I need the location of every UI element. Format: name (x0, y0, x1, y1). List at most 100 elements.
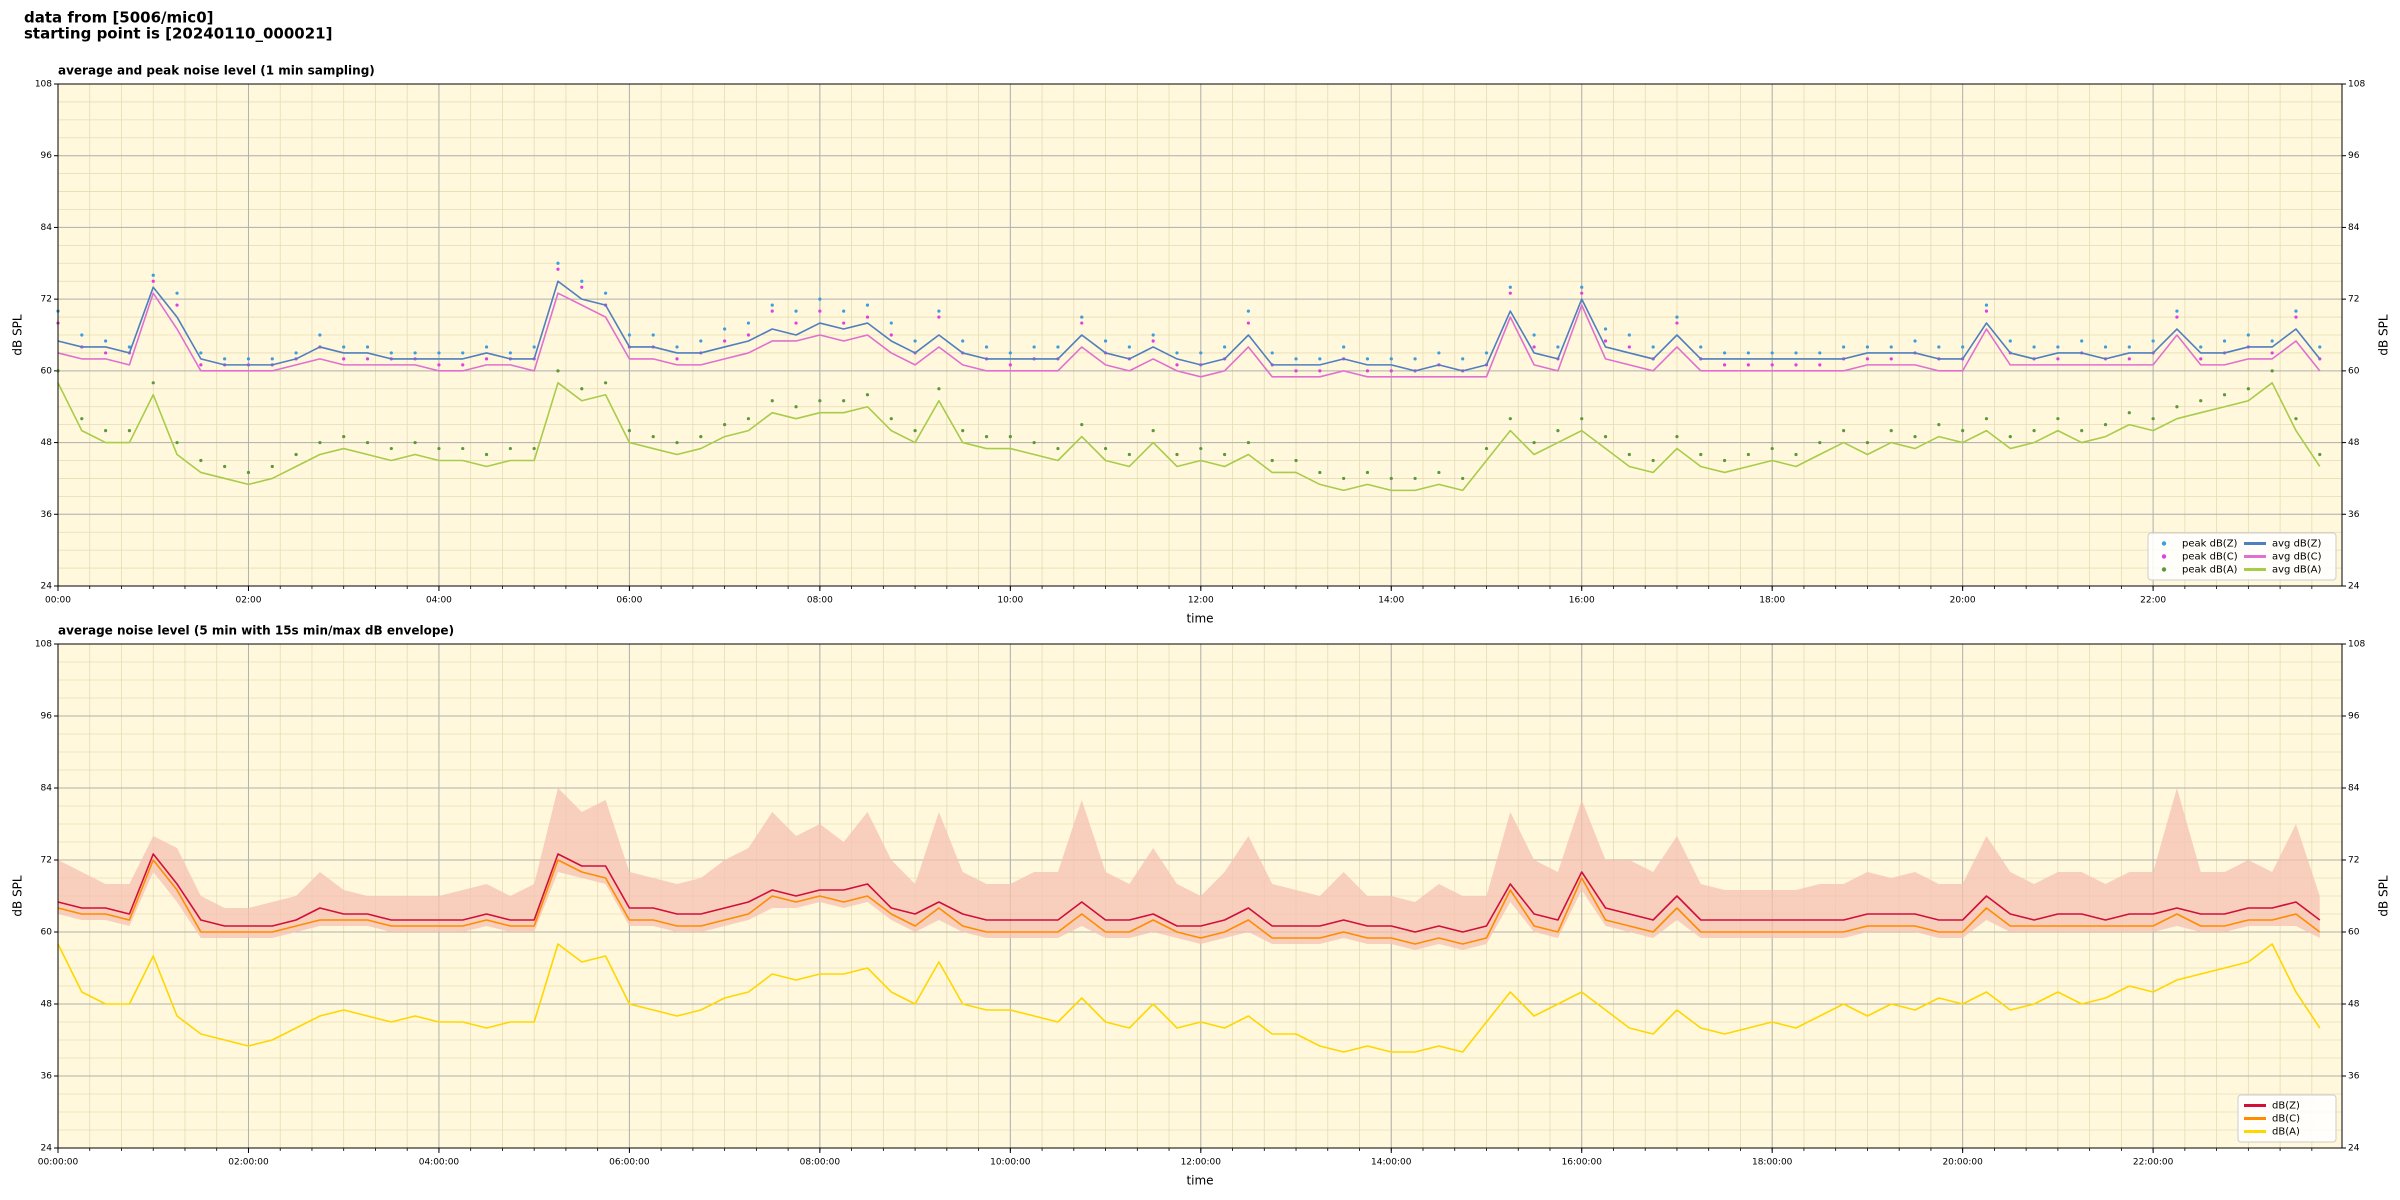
plot-frame (57, 643, 2343, 1149)
legend-label: dB(C) (2272, 1114, 2300, 1125)
peak-dot (127, 345, 132, 349)
peak-dot (1627, 333, 1631, 337)
y-tick-label-right: 60 (2348, 366, 2360, 376)
peak-dot (389, 446, 393, 451)
y-tick-label: 60 (41, 928, 53, 938)
peak-dot (342, 345, 346, 349)
y-tick-label: 96 (41, 712, 53, 722)
peak-dot (556, 261, 560, 265)
x-tick-label: 12:00:00 (1181, 1158, 1222, 1168)
y-tick-label-right: 60 (2348, 928, 2360, 938)
peak-dot (223, 464, 227, 469)
peak-dot (1318, 470, 1322, 475)
x-tick-label: 14:00:00 (1371, 1158, 1412, 1168)
peak-dot (1365, 357, 1370, 361)
peak-dot (889, 321, 893, 325)
peak-dot (2032, 429, 2036, 433)
peak-dot (1127, 345, 1131, 349)
peak-dot (1389, 369, 1393, 373)
peak-dot (842, 309, 846, 313)
y-tick-label: 72 (41, 856, 52, 866)
x-tick-label: 22:00:00 (2133, 1158, 2174, 1168)
peak-dot (437, 446, 441, 451)
peak-dot (1437, 470, 1441, 475)
peak-dot (723, 339, 727, 343)
peak-dot (1151, 429, 1155, 433)
peak-dot (1722, 458, 1727, 463)
peak-dot (1413, 476, 1417, 481)
peak-dot (842, 321, 846, 325)
peak-dot (1484, 446, 1489, 451)
peak-dot (1818, 363, 1822, 367)
peak-dot (1699, 345, 1703, 349)
peak-dot (2294, 417, 2298, 421)
peak-dot (1318, 369, 1322, 373)
peak-dot (1151, 339, 1155, 343)
y-axis-label: dB SPL (11, 314, 25, 356)
peak-dot (1437, 351, 1441, 355)
peak-dot (1199, 446, 1203, 451)
legend-label: dB(Z) (2272, 1101, 2300, 1112)
peak-dot (1151, 333, 1155, 337)
peak-dot (223, 357, 227, 361)
peak-dot (2199, 399, 2203, 403)
x-tick-label: 16:00 (1569, 596, 1595, 606)
peak-dot (437, 363, 441, 367)
peak-dot (1365, 470, 1370, 475)
peak-dot (2032, 345, 2036, 349)
peak-dot (675, 345, 679, 349)
peak-dot (413, 351, 417, 355)
peak-dot (1675, 321, 1679, 325)
peak-dot (151, 381, 155, 385)
peak-dot (1722, 363, 1727, 367)
peak-dot (1627, 452, 1631, 457)
x-axis-label: time (1186, 1174, 1213, 1188)
y-tick-label: 36 (41, 510, 53, 520)
peak-dot (318, 440, 322, 445)
peak-dot (461, 363, 465, 367)
peak-dot (1913, 339, 1917, 343)
peak-dot (1342, 345, 1346, 349)
peak-dot (1508, 285, 1512, 289)
peak-dot (1746, 351, 1750, 355)
legend-label: avg dB(Z) (2272, 539, 2322, 550)
peak-dot (1961, 345, 1965, 349)
x-tick-label: 10:00:00 (990, 1158, 1031, 1168)
x-tick-label: 06:00:00 (609, 1158, 650, 1168)
peak-dot (294, 452, 298, 457)
peak-dot (1080, 315, 1084, 319)
peak-dot (532, 446, 536, 451)
series-line (57, 382, 2321, 492)
peak-dot (2080, 429, 2084, 433)
peak-dot (1080, 321, 1084, 325)
peak-dot (961, 339, 965, 343)
peak-dot (937, 387, 941, 391)
peak-dot (913, 429, 917, 433)
peak-dot (1580, 285, 1584, 289)
peak-dot (1175, 351, 1179, 355)
peak-dot (1318, 357, 1322, 361)
peak-dot (651, 333, 655, 337)
peak-dot (1603, 327, 1608, 331)
peak-dot (1889, 357, 1893, 361)
peak-dot (1770, 446, 1774, 451)
legend-label: dB(A) (2272, 1127, 2300, 1138)
peak-dot (1246, 309, 1251, 313)
y-tick-label: 108 (35, 80, 52, 90)
peak-dot (246, 357, 251, 361)
peak-dot (699, 339, 703, 343)
y-tick-label: 108 (35, 640, 52, 650)
panel: 24 24 36 36 48 48 60 60 72 72 84 84 96 96 108 108 00:00 0… (11, 64, 2391, 626)
peak-dot (794, 405, 798, 409)
peak-dot (2008, 339, 2012, 343)
peak-dot (1508, 291, 1512, 295)
peak-dot (199, 351, 203, 355)
peak-dot (1008, 434, 1012, 439)
peak-dot (80, 333, 84, 337)
peak-dot (1532, 333, 1536, 337)
series-line (57, 292, 2321, 378)
peak-dot (413, 440, 417, 445)
peak-dot (1032, 440, 1036, 445)
legend-box (2147, 532, 2337, 581)
peak-dot (2056, 417, 2060, 421)
